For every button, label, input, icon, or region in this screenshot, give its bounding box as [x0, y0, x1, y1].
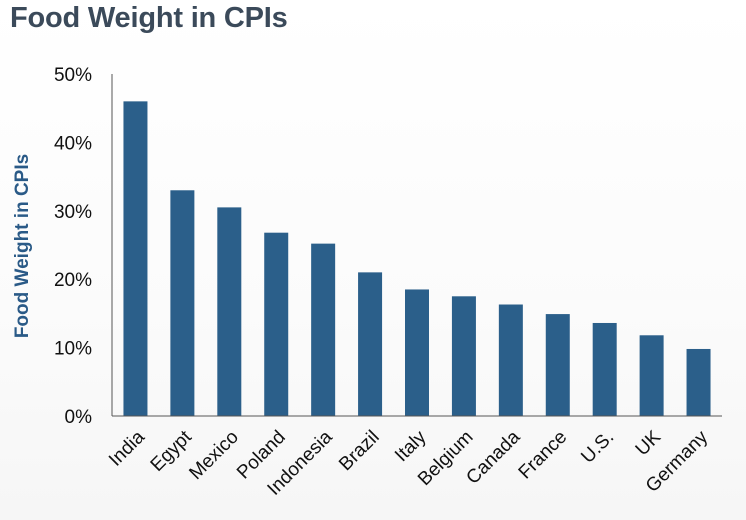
x-tick-label: U.S.: [577, 427, 618, 468]
bar-canada: [498, 304, 523, 416]
bar-france: [545, 314, 570, 416]
x-tick-label: Brazil: [335, 427, 383, 475]
bar-italy: [405, 289, 429, 416]
bar-brazil: [358, 272, 383, 416]
bar-egypt: [170, 190, 195, 416]
y-tick-label: 40%: [54, 133, 92, 154]
x-tick-label: Mexico: [185, 427, 242, 484]
x-tick-label: India: [105, 426, 149, 470]
x-tick-label: UK: [632, 426, 666, 460]
bar-uk: [639, 335, 664, 416]
y-tick-label: 0%: [65, 407, 93, 428]
x-tick-label: France: [515, 427, 572, 484]
x-tick-label: Canada: [462, 426, 524, 488]
y-tick-label: 30%: [54, 202, 92, 223]
bar-u-s: [592, 322, 617, 416]
bar-belgium: [451, 296, 476, 416]
y-axis-label: Food Weight in CPIs: [12, 154, 33, 338]
bar-poland: [264, 232, 289, 416]
y-tick-label: 50%: [54, 65, 92, 86]
x-tick-label: Italy: [391, 426, 431, 466]
bar-india: [123, 101, 148, 417]
y-tick-label: 20%: [54, 270, 92, 291]
page-title: Food Weight in CPIs: [10, 2, 288, 34]
bar-germany: [686, 348, 711, 416]
bar-mexico: [217, 207, 242, 416]
bar-indonesia: [311, 243, 336, 416]
y-tick-label: 10%: [54, 339, 92, 360]
